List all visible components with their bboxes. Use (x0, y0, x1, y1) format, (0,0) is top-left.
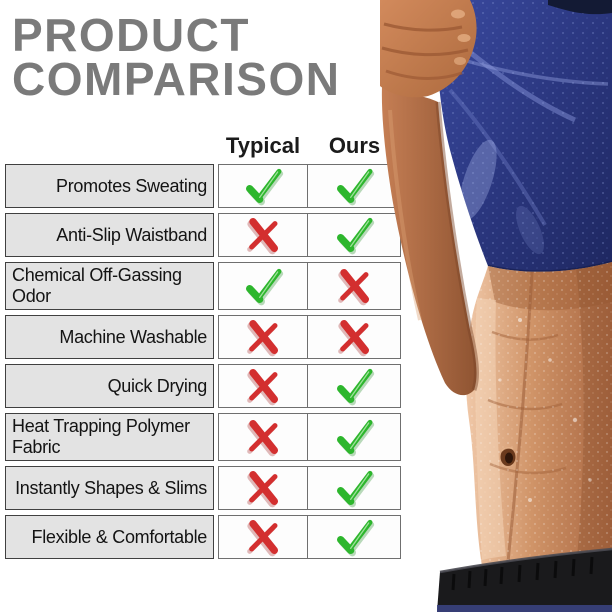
page-title-line2: COMPARISON (12, 52, 341, 105)
feature-label: Quick Drying (5, 364, 214, 408)
typical-mark-cell (218, 364, 308, 408)
model-hand (380, 0, 477, 98)
feature-label: Flexible & Comfortable (5, 515, 214, 559)
typical-mark-cell (218, 262, 308, 310)
product-photo-graphic (380, 0, 612, 612)
black-shorts (437, 547, 612, 612)
table-row: Promotes Sweating (5, 164, 406, 208)
x-icon (247, 471, 278, 508)
feature-label: Machine Washable (5, 315, 214, 359)
model-arm (381, 86, 480, 396)
feature-label: Heat Trapping Polymer Fabric (5, 413, 214, 461)
typical-mark-cell (218, 315, 308, 359)
table-row: Instantly Shapes & Slims (5, 466, 406, 510)
check-icon (337, 419, 375, 457)
shirt-fold-dark (548, 0, 612, 15)
table-row: Machine Washable (5, 315, 406, 359)
table-row: Flexible & Comfortable (5, 515, 406, 559)
x-icon (338, 269, 370, 306)
typical-mark-cell (218, 515, 308, 559)
column-header-ours: Ours (328, 133, 381, 158)
column-header-typical: Typical (225, 133, 301, 158)
page-title: PRODUCT COMPARISON (12, 9, 341, 105)
typical-mark-cell (218, 466, 308, 510)
feature-label: Chemical Off-Gassing Odor (5, 262, 214, 310)
ours-mark-cell (308, 364, 401, 408)
typical-mark-cell (218, 413, 308, 461)
check-icon (337, 470, 375, 508)
table-row: Quick Drying (5, 364, 406, 408)
check-icon (246, 268, 284, 306)
x-icon (247, 320, 278, 357)
feature-label: Promotes Sweating (5, 164, 214, 208)
ours-mark-cell (308, 315, 401, 359)
feature-label: Anti-Slip Waistband (5, 213, 214, 257)
feature-label: Instantly Shapes & Slims (5, 466, 214, 510)
model-torso (465, 262, 612, 566)
x-icon (247, 420, 278, 457)
ours-mark-cell (308, 262, 401, 310)
x-icon (247, 369, 278, 406)
ours-mark-cell (308, 515, 401, 559)
check-icon (337, 519, 375, 557)
check-icon (337, 368, 375, 406)
x-icon (247, 218, 278, 255)
table-row: Anti-Slip Waistband (5, 213, 406, 257)
typical-mark-cell (218, 164, 308, 208)
ours-mark-cell (308, 466, 401, 510)
page-title-line1: PRODUCT (12, 9, 250, 61)
comparison-table: Promotes Sweating Anti-Slip Waistband Ch… (5, 164, 406, 564)
check-icon (337, 217, 375, 255)
ours-mark-cell (308, 164, 401, 208)
check-icon (337, 168, 375, 206)
table-row: Heat Trapping Polymer Fabric (5, 413, 406, 461)
check-icon (246, 168, 284, 206)
ours-mark-cell (308, 413, 401, 461)
belly-button (500, 447, 516, 466)
table-row: Chemical Off-Gassing Odor (5, 262, 406, 310)
ours-mark-cell (308, 213, 401, 257)
x-icon (338, 320, 370, 357)
typical-mark-cell (218, 213, 308, 257)
x-icon (247, 520, 278, 557)
